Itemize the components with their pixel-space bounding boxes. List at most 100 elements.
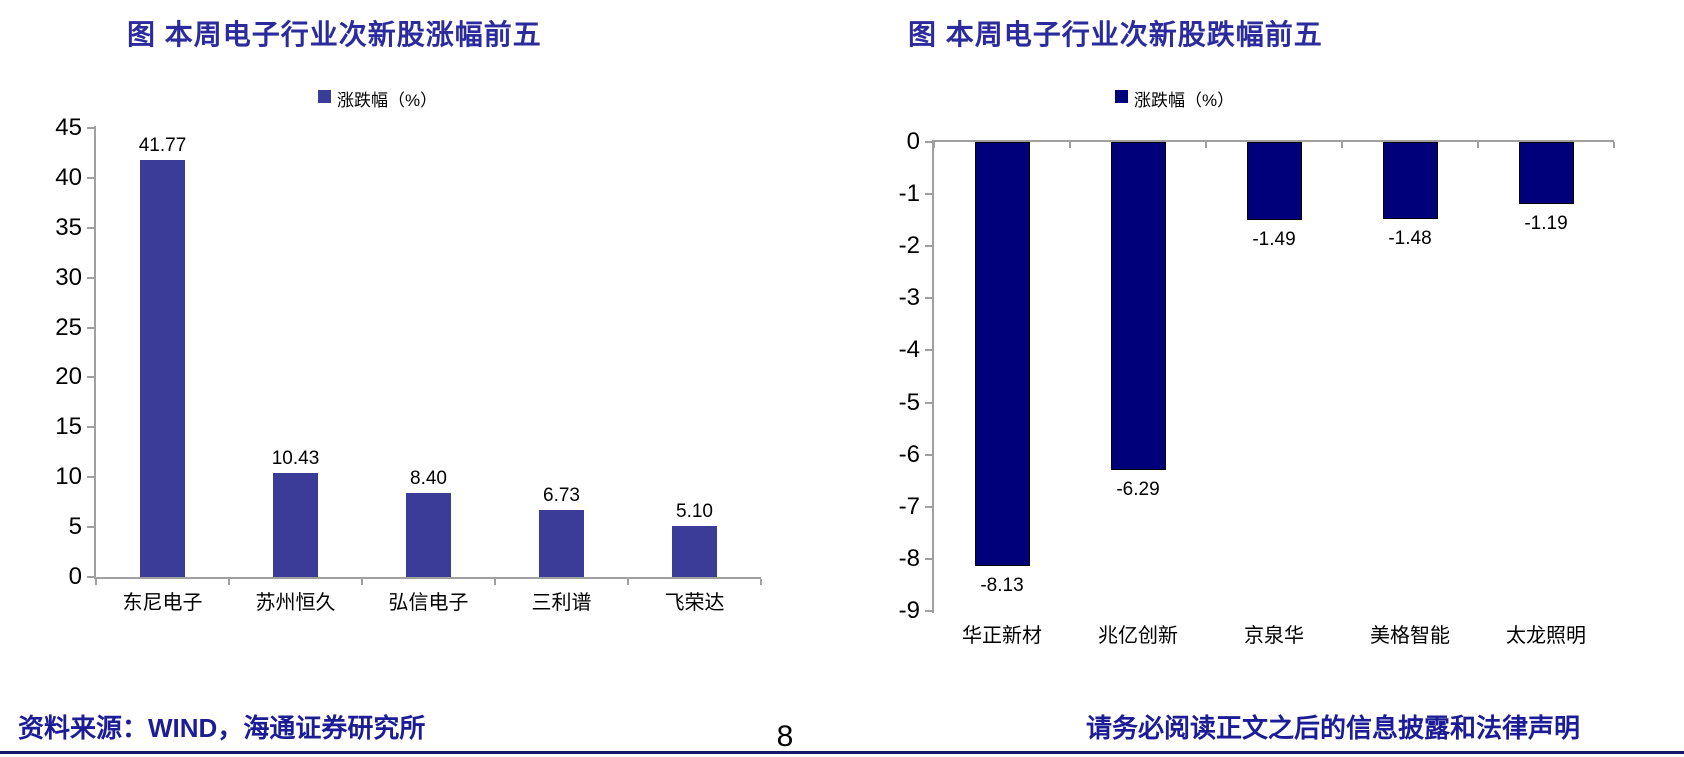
y-tick (87, 227, 94, 229)
x-tick (1205, 142, 1207, 148)
x-tick (361, 579, 363, 585)
y-axis-line (94, 125, 96, 579)
y-tick (925, 297, 932, 299)
y-tick (925, 141, 932, 143)
y-tick (87, 327, 94, 329)
category-label: 兆亿创新 (1098, 625, 1178, 647)
y-tick-label: -4 (898, 336, 920, 363)
bar-value-label: 8.40 (410, 468, 447, 490)
legend-color-swatch-icon (1115, 90, 1128, 103)
y-tick (925, 506, 932, 508)
bar (539, 509, 584, 577)
bar-value-label: 10.43 (271, 447, 320, 469)
y-tick-label: -2 (898, 232, 920, 259)
category-label: 东尼电子 (122, 592, 203, 614)
legend: 涨跌幅（%） (318, 86, 437, 111)
y-tick (87, 576, 94, 578)
bar (406, 493, 451, 577)
y-tick-label: 30 (55, 264, 82, 291)
legend-label: 涨跌幅（%） (1134, 91, 1235, 110)
y-tick-label: -5 (898, 389, 920, 416)
disclaimer-note: 请务必阅读正文之后的信息披露和法律声明 (1085, 713, 1580, 743)
y-tick-label: -1 (898, 180, 920, 207)
x-axis-line (94, 577, 761, 579)
y-tick (925, 610, 932, 612)
bar-value-label: 41.77 (138, 135, 187, 157)
y-tick (925, 454, 932, 456)
y-tick-label: -6 (898, 441, 920, 468)
y-tick-label: 20 (55, 363, 82, 390)
y-tick-label: 15 (55, 413, 82, 440)
legend: 涨跌幅（%） (1115, 86, 1234, 111)
y-tick (925, 349, 932, 351)
y-tick (925, 245, 932, 247)
y-tick-label: 45 (55, 114, 82, 141)
bar-value-label: -1.49 (1252, 228, 1296, 250)
y-tick-label: -8 (898, 545, 920, 572)
y-tick-label: 0 (906, 128, 920, 155)
bar-value-label: -1.19 (1524, 212, 1568, 234)
y-tick (925, 402, 932, 404)
x-axis-line (932, 140, 1614, 142)
y-tick-label: 35 (55, 214, 82, 241)
bar (1110, 142, 1166, 470)
chart-title: 图 本周电子行业次新股跌幅前五 (908, 19, 1323, 50)
category-label: 苏州恒久 (255, 592, 336, 614)
bar (974, 142, 1030, 566)
y-tick (87, 127, 94, 129)
bar-value-label: -1.48 (1388, 228, 1432, 250)
page-number: 8 (776, 720, 794, 753)
category-label: 三利谱 (531, 592, 592, 614)
y-tick-label: -7 (898, 493, 920, 520)
category-label: 飞荣达 (664, 592, 725, 614)
x-tick (1069, 142, 1071, 148)
bar (1246, 142, 1302, 220)
bar-value-label: -8.13 (980, 574, 1024, 596)
source-note: 资料来源：WIND，海通证券研究所 (18, 713, 426, 743)
bar (1518, 142, 1574, 204)
legend-color-swatch-icon (318, 90, 331, 103)
y-tick (87, 277, 94, 279)
x-tick (1613, 142, 1615, 148)
y-axis-line (932, 140, 934, 613)
x-tick (1477, 142, 1479, 148)
category-label: 华正新材 (962, 625, 1042, 647)
x-tick (228, 579, 230, 585)
bar (140, 160, 185, 577)
category-label: 美格智能 (1370, 625, 1450, 647)
y-tick (87, 476, 94, 478)
x-tick (627, 579, 629, 585)
bar-value-label: -6.29 (1116, 478, 1160, 500)
bar-value-label: 6.73 (543, 484, 580, 506)
y-tick-label: 40 (55, 164, 82, 191)
y-tick-label: 10 (55, 463, 82, 490)
x-tick (933, 142, 935, 148)
x-tick (760, 579, 762, 585)
category-label: 弘信电子 (388, 592, 469, 614)
y-tick-label: 5 (68, 513, 82, 540)
x-tick (95, 579, 97, 585)
bar (273, 472, 318, 577)
x-tick (1341, 142, 1343, 148)
x-tick (494, 579, 496, 585)
bar (1382, 142, 1438, 220)
y-tick (87, 376, 94, 378)
y-tick (87, 177, 94, 179)
legend-label: 涨跌幅（%） (337, 91, 438, 110)
bar-value-label: 5.10 (676, 501, 713, 523)
y-tick (87, 426, 94, 428)
bottom-rule (0, 751, 1684, 754)
category-label: 京泉华 (1244, 625, 1304, 647)
y-tick (87, 526, 94, 528)
y-tick-label: -9 (898, 597, 920, 624)
bar (672, 526, 717, 577)
chart-title: 图 本周电子行业次新股涨幅前五 (127, 19, 542, 50)
y-tick (925, 193, 932, 195)
y-tick-label: -3 (898, 284, 920, 311)
category-label: 太龙照明 (1506, 625, 1586, 647)
y-tick (925, 558, 932, 560)
y-tick-label: 25 (55, 314, 82, 341)
